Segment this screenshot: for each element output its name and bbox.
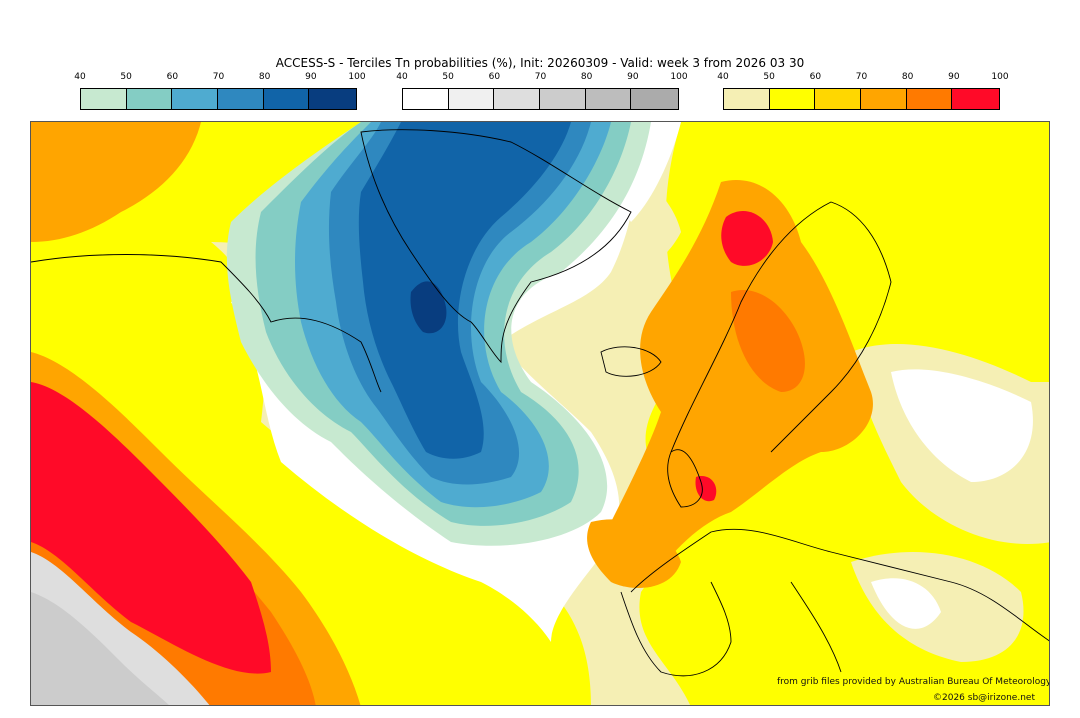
coastline-greenland (360, 129, 632, 364)
colorbar-tick-label: 40 (717, 72, 729, 82)
field-red-atlantic (31, 382, 271, 674)
field-orange-iberia (587, 519, 681, 588)
colorbar-swatch (263, 89, 310, 109)
coastline-iceland (600, 346, 662, 377)
colorbar-swatch (724, 89, 770, 109)
colorbar-tick-label: 90 (948, 72, 960, 82)
coastline-uk (667, 449, 703, 508)
colorbar-tick-label: 90 (627, 72, 639, 82)
colorbar-swatch (218, 89, 264, 109)
colorbar-swatch (81, 89, 127, 109)
field-orange-nw (31, 122, 201, 242)
forecast-map: from grib files provided by Australian B… (30, 121, 1050, 706)
colorbar-tick-label: 60 (166, 72, 179, 82)
field-orange-europe (603, 180, 873, 584)
colorbar-swatch (172, 89, 219, 109)
colorbar-swatch (403, 89, 449, 109)
field-white-east (891, 369, 1033, 482)
coastline-iberia (620, 581, 732, 677)
colorbar-tick-label: 80 (901, 72, 914, 82)
colorbar-tick-label: 80 (580, 72, 593, 82)
colorbar-tick-label: 80 (258, 72, 271, 82)
colorbar-tick-label: 40 (74, 72, 86, 82)
colorbar-swatch (494, 89, 541, 109)
colorbar-swatch (952, 89, 1000, 109)
field-white-med (871, 578, 941, 629)
colorbar-swatch (540, 89, 586, 109)
colorbar-tick-label: 50 (120, 72, 132, 82)
colorbar-tick-label: 60 (488, 72, 501, 82)
coastline-scandinavia (670, 201, 892, 453)
colorbar-near-normal (402, 88, 679, 110)
colorbar-tick-label: 70 (534, 72, 547, 82)
field-deep-orange-scan (731, 290, 805, 392)
field-blue-80 (358, 122, 571, 459)
colorbar-tick-label: 40 (396, 72, 408, 82)
colorbar-tick-label: 70 (212, 72, 225, 82)
colorbar-below-normal (80, 88, 357, 110)
field-blue-90 (410, 281, 447, 334)
map-canvas (31, 122, 1049, 705)
colorbar-tick-label: 50 (442, 72, 454, 82)
coastline-italy (790, 581, 842, 673)
field-grey-sw-dark (31, 592, 169, 705)
data-source-credit: from grib files provided by Australian B… (777, 677, 1050, 687)
colorbar-tick-label: 100 (670, 72, 688, 82)
colorbar-swatch (861, 89, 907, 109)
colorbar-swatch (906, 89, 953, 109)
colorbar-swatch (815, 89, 862, 109)
colorbar-swatch (126, 89, 173, 109)
map-title: ACCESS-S - Terciles Tn probabilities (%)… (275, 56, 805, 70)
colorbar-tick-label: 90 (305, 72, 317, 82)
colorbar-swatch (769, 89, 816, 109)
colorbar-swatch (585, 89, 632, 109)
colorbar-swatch (309, 89, 357, 109)
coastline-europe (630, 528, 1049, 642)
field-red-scandinavia (721, 211, 773, 266)
colorbar-tick-label: 60 (809, 72, 822, 82)
colorbar-tick-label: 70 (855, 72, 868, 82)
colorbar-tick-label: 100 (348, 72, 366, 82)
colorbar-above-normal (723, 88, 1000, 110)
colorbar-tick-label: 100 (991, 72, 1009, 82)
coastline-canada (31, 254, 382, 393)
colorbar-tick-label: 50 (763, 72, 775, 82)
colorbar-swatch (631, 89, 679, 109)
copyright-credit: ©2026 sb@irizone.net (933, 693, 1035, 703)
colorbar-swatch (448, 89, 495, 109)
